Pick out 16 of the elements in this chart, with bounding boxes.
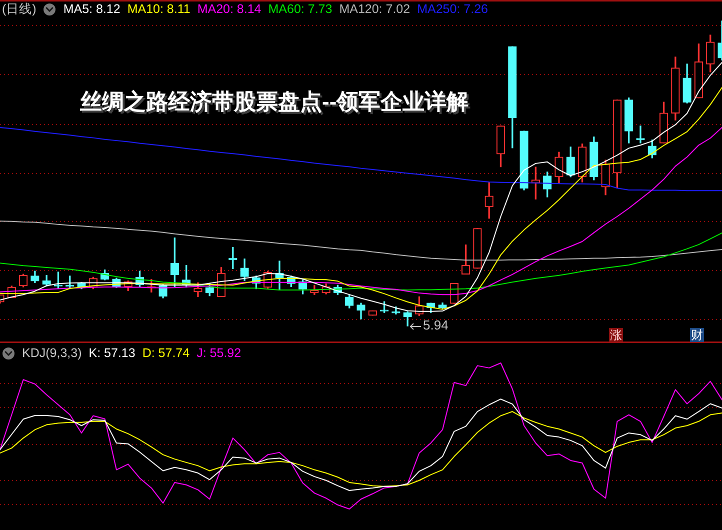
text: MA10: 8.11 [127, 1, 190, 17]
text: D: 57.74 [142, 345, 190, 361]
chart-subtitle: (日线) [2, 1, 36, 17]
text: MA5: 8.12 [63, 1, 120, 17]
candlestick [636, 126, 645, 144]
annotation: 5.94 [423, 318, 448, 333]
chart-title: KDJ(9,3,3) [22, 345, 82, 361]
text: 丝绸之路经济带股票盘点--领军企业详解 [80, 88, 469, 116]
text: K: 57.13 [88, 345, 136, 361]
text: MA20: 8.14 [197, 1, 262, 17]
text: MA120: 7.02 [339, 1, 410, 17]
text: 财 [690, 328, 704, 342]
text: 涨 [609, 328, 623, 342]
text: MA250: 7.26 [417, 1, 488, 17]
text: MA60: 7.73 [268, 1, 332, 17]
text: J: 55.92 [196, 345, 242, 361]
